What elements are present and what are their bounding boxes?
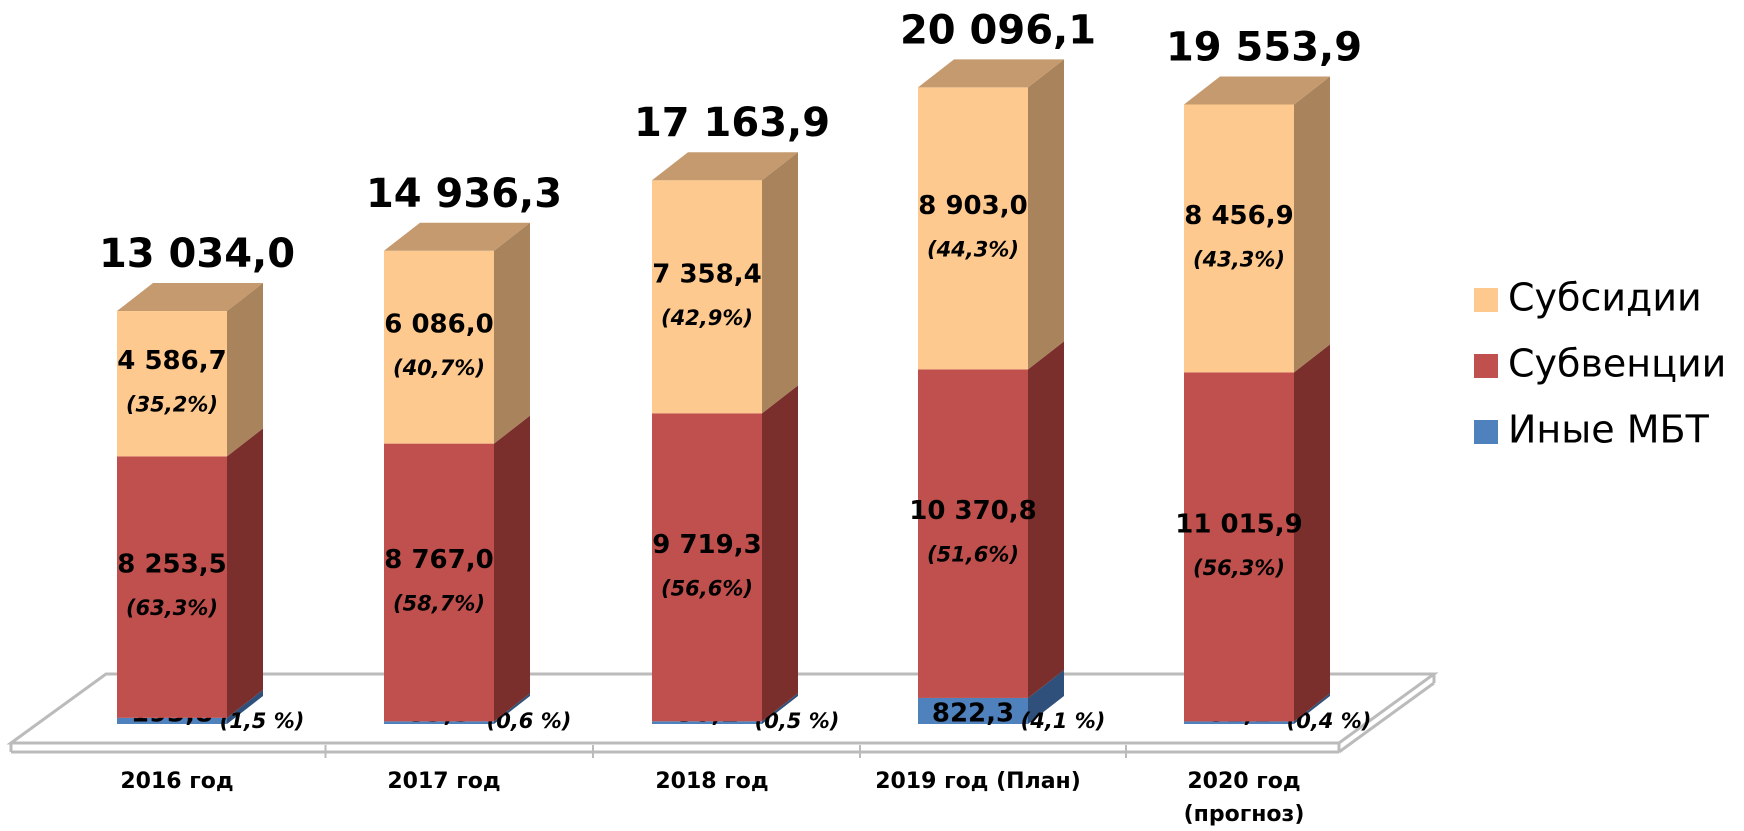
bar-front <box>1184 372 1294 722</box>
percent-label: (4,1 %) <box>1021 709 1106 733</box>
bar-side <box>227 428 263 718</box>
value-label: 10 370,8 <box>909 496 1036 526</box>
bar-side <box>494 415 530 722</box>
value-label: 822,3 <box>932 699 1014 729</box>
bar-side <box>762 152 798 414</box>
value-label: 9 719,3 <box>652 530 761 560</box>
percent-label: (58,7%) <box>393 591 485 615</box>
bar-side <box>1028 59 1064 370</box>
value-label: 7 358,4 <box>652 259 761 289</box>
bar-front <box>384 250 494 444</box>
bar-front <box>117 311 227 457</box>
bar-front <box>652 721 762 724</box>
legend-label: Субсидии <box>1508 276 1702 320</box>
total-label: 13 034,0 <box>99 231 295 277</box>
percent-label: (51,6%) <box>927 543 1019 567</box>
bar-front <box>117 456 227 718</box>
total-label: 19 553,9 <box>1166 24 1362 70</box>
percent-label: (63,3%) <box>126 596 218 620</box>
bar-front <box>1184 104 1294 373</box>
bar-side <box>494 693 530 724</box>
total-label: 17 163,9 <box>634 100 830 146</box>
bar-side <box>762 693 798 724</box>
bar-side <box>227 689 263 724</box>
legend-swatch <box>1474 420 1498 444</box>
legend-label: Субвенции <box>1508 342 1726 386</box>
bar-front <box>652 413 762 722</box>
value-label: 4 586,7 <box>117 346 226 376</box>
bar-top <box>652 152 798 181</box>
x-tick-label: 2020 год (прогноз) <box>1183 769 1305 827</box>
x-tick-label: 2018 год <box>655 769 769 794</box>
total-label: 20 096,1 <box>900 7 1096 53</box>
bar-front <box>117 717 227 724</box>
percent-label: (56,6%) <box>661 576 753 600</box>
legend-swatch <box>1474 288 1498 312</box>
bar-side <box>762 385 798 722</box>
total-label: 14 936,3 <box>366 171 562 217</box>
bar-front <box>1184 721 1294 724</box>
percent-label: (40,7%) <box>393 356 485 380</box>
bar-front <box>918 697 1028 724</box>
bar-side <box>1294 693 1330 724</box>
value-label: 8 456,9 <box>1184 201 1293 231</box>
percent-label: (43,3%) <box>1193 247 1285 271</box>
value-label: 8 903,0 <box>918 191 1027 221</box>
percent-label: (1,5 %) <box>220 709 305 733</box>
x-tick-label: 2019 год (План) <box>875 769 1081 794</box>
value-label: 8 253,5 <box>117 550 226 580</box>
bar-side <box>1294 344 1330 722</box>
value-label: 6 086,0 <box>384 310 493 340</box>
bar-side <box>1028 669 1064 724</box>
value-label: 11 015,9 <box>1175 509 1302 539</box>
x-tick-label: 2016 год <box>120 769 234 794</box>
bar-front <box>384 443 494 722</box>
bar-front <box>652 180 762 414</box>
bar-front <box>384 721 494 724</box>
bar-side <box>227 283 263 457</box>
x-tick-label: 2017 год <box>387 769 501 794</box>
legend-label: Иные МБТ <box>1508 408 1710 452</box>
bar-side <box>1028 341 1064 698</box>
bar-side <box>494 222 530 444</box>
bar-top <box>1184 76 1330 105</box>
bar-top <box>117 283 263 312</box>
percent-label: (35,2%) <box>126 393 218 417</box>
percent-label: (44,3%) <box>927 237 1019 261</box>
value-label: 8 767,0 <box>384 545 493 575</box>
percent-label: (42,9%) <box>661 306 753 330</box>
bar-top <box>918 59 1064 88</box>
floor-edge <box>1338 681 1435 754</box>
bar-front <box>918 369 1028 698</box>
bar-side <box>1294 76 1330 373</box>
bar-front <box>918 87 1028 370</box>
percent-label: (56,3%) <box>1193 556 1285 580</box>
bar-top <box>384 222 530 251</box>
legend-swatch <box>1474 354 1498 378</box>
